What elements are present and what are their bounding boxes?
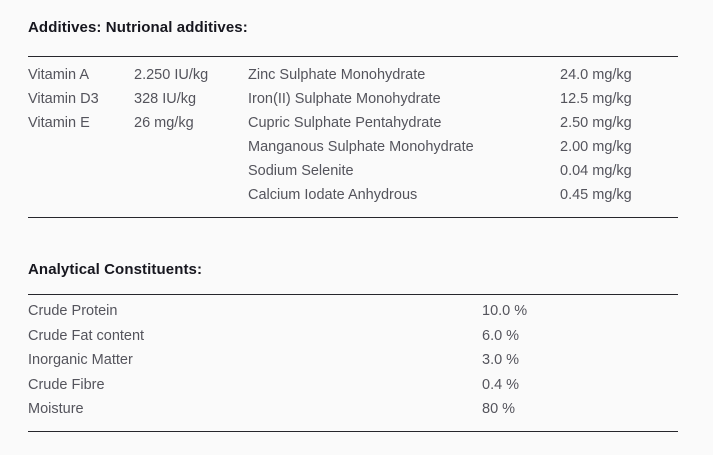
- additive-amount: 2.50 mg/kg: [560, 115, 632, 131]
- analytical-bottom-divider: [28, 430, 678, 432]
- additive-name: Manganous Sulphate Monohydrate: [248, 139, 474, 155]
- constituent-name: Crude Fat content: [28, 327, 145, 344]
- additive-name: Vitamin E: [28, 115, 90, 131]
- additive-amount: 26 mg/kg: [134, 115, 194, 131]
- additive-amount: 0.04 mg/kg: [560, 163, 632, 179]
- constituent-percentage: 80 %: [482, 401, 516, 418]
- additive-amount: 2.250 IU/kg: [134, 67, 209, 83]
- additives-top-divider: [28, 56, 678, 57]
- constituent-percentage: 0.4 %: [482, 376, 520, 393]
- additives-section: Additives: Nutrional additives: Vitamin …: [28, 0, 678, 218]
- additive-amount: 24.0 mg/kg: [560, 67, 632, 83]
- additive-name: Vitamin D3: [28, 91, 99, 107]
- additives-table: Vitamin A 2.250 IU/kg Zinc Sulphate Mono…: [28, 57, 678, 207]
- additive-name: Iron(II) Sulphate Monohydrate: [248, 91, 441, 107]
- constituent-name: Crude Protein: [28, 303, 118, 320]
- constituent-percentage: 10.0 %: [482, 303, 528, 320]
- analytical-table: Crude Protein 10.0 % Crude Fat content 6…: [28, 295, 678, 422]
- additive-name: Calcium Iodate Anhydrous: [248, 187, 418, 203]
- additive-name: Zinc Sulphate Monohydrate: [248, 67, 426, 83]
- additive-name: Cupric Sulphate Pentahydrate: [248, 115, 442, 131]
- additive-name: Vitamin A: [28, 67, 89, 83]
- constituent-percentage: 3.0 %: [482, 352, 520, 369]
- constituent-percentage: 6.0 %: [482, 327, 520, 344]
- analytical-top-divider: [28, 294, 678, 295]
- additive-name: Sodium Selenite: [248, 163, 354, 179]
- constituent-name: Crude Fibre: [28, 376, 105, 393]
- analytical-section: Analytical Constituents: Crude Protein 1…: [28, 261, 678, 432]
- additive-amount: 2.00 mg/kg: [560, 139, 632, 155]
- constituent-name: Moisture: [28, 401, 84, 418]
- constituent-name: Inorganic Matter: [28, 352, 133, 369]
- additive-amount: 12.5 mg/kg: [560, 91, 632, 107]
- analytical-heading: Analytical Constituents:: [28, 261, 203, 278]
- additive-amount: 0.45 mg/kg: [560, 187, 632, 203]
- additive-amount: 328 IU/kg: [134, 91, 197, 107]
- additives-heading: Additives: Nutrional additives:: [28, 19, 248, 36]
- additives-bottom-divider: [28, 217, 678, 218]
